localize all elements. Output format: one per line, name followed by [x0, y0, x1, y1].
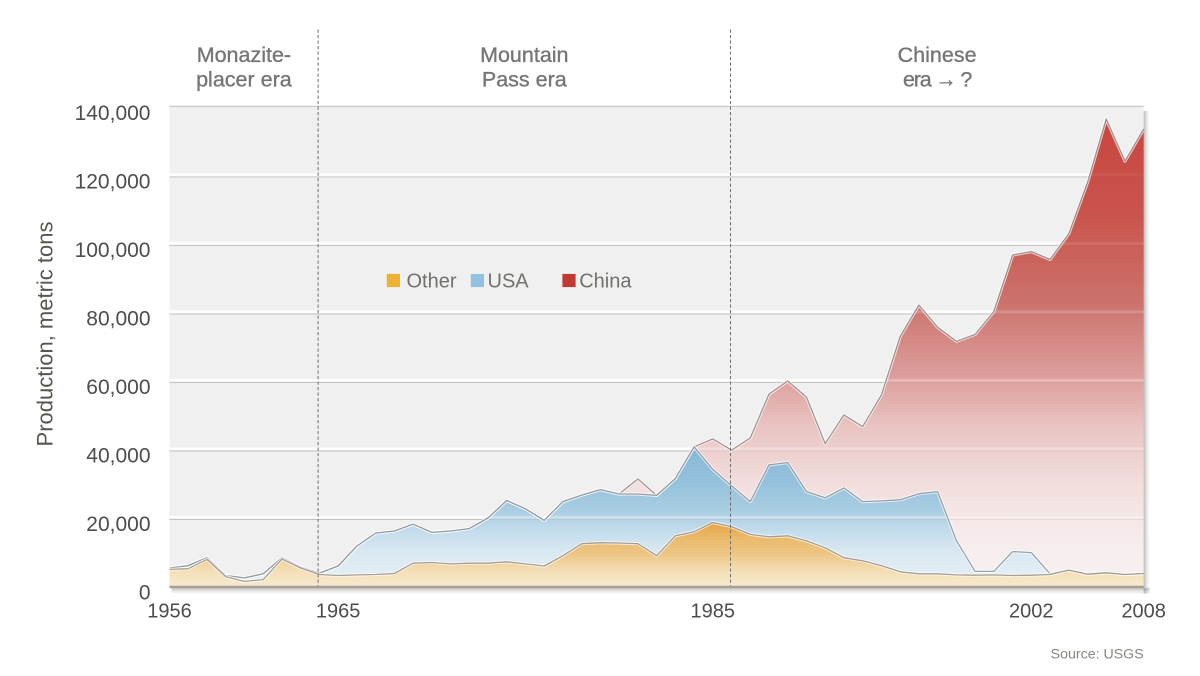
svg-text:1965: 1965 [316, 601, 361, 623]
svg-text:2002: 2002 [1009, 601, 1054, 623]
svg-text:Mountain: Mountain [480, 43, 568, 67]
svg-text:60,000: 60,000 [86, 376, 150, 399]
svg-text:0: 0 [139, 582, 151, 605]
svg-text:1956: 1956 [147, 601, 192, 623]
svg-text:USA: USA [488, 271, 530, 293]
svg-text:Production, metric tons: Production, metric tons [33, 222, 58, 447]
svg-text:140,000: 140,000 [75, 102, 151, 125]
svg-text:Source: USGS: Source: USGS [1051, 647, 1144, 663]
svg-text:Pass era: Pass era [482, 68, 567, 92]
svg-text:20,000: 20,000 [86, 513, 150, 536]
svg-text:120,000: 120,000 [75, 171, 151, 194]
svg-text:80,000: 80,000 [86, 308, 150, 331]
svg-text:China: China [579, 271, 632, 293]
svg-text:Monazite-: Monazite- [197, 43, 291, 67]
svg-text:placer era: placer era [196, 68, 292, 92]
svg-text:2008: 2008 [1121, 601, 1166, 623]
svg-text:Chinese: Chinese [898, 43, 977, 67]
svg-text:100,000: 100,000 [75, 239, 151, 262]
svg-text:1985: 1985 [691, 601, 736, 623]
svg-text:40,000: 40,000 [86, 445, 150, 468]
svg-text:Other: Other [407, 271, 457, 293]
svg-text:era → ?: era → ? [903, 68, 972, 92]
